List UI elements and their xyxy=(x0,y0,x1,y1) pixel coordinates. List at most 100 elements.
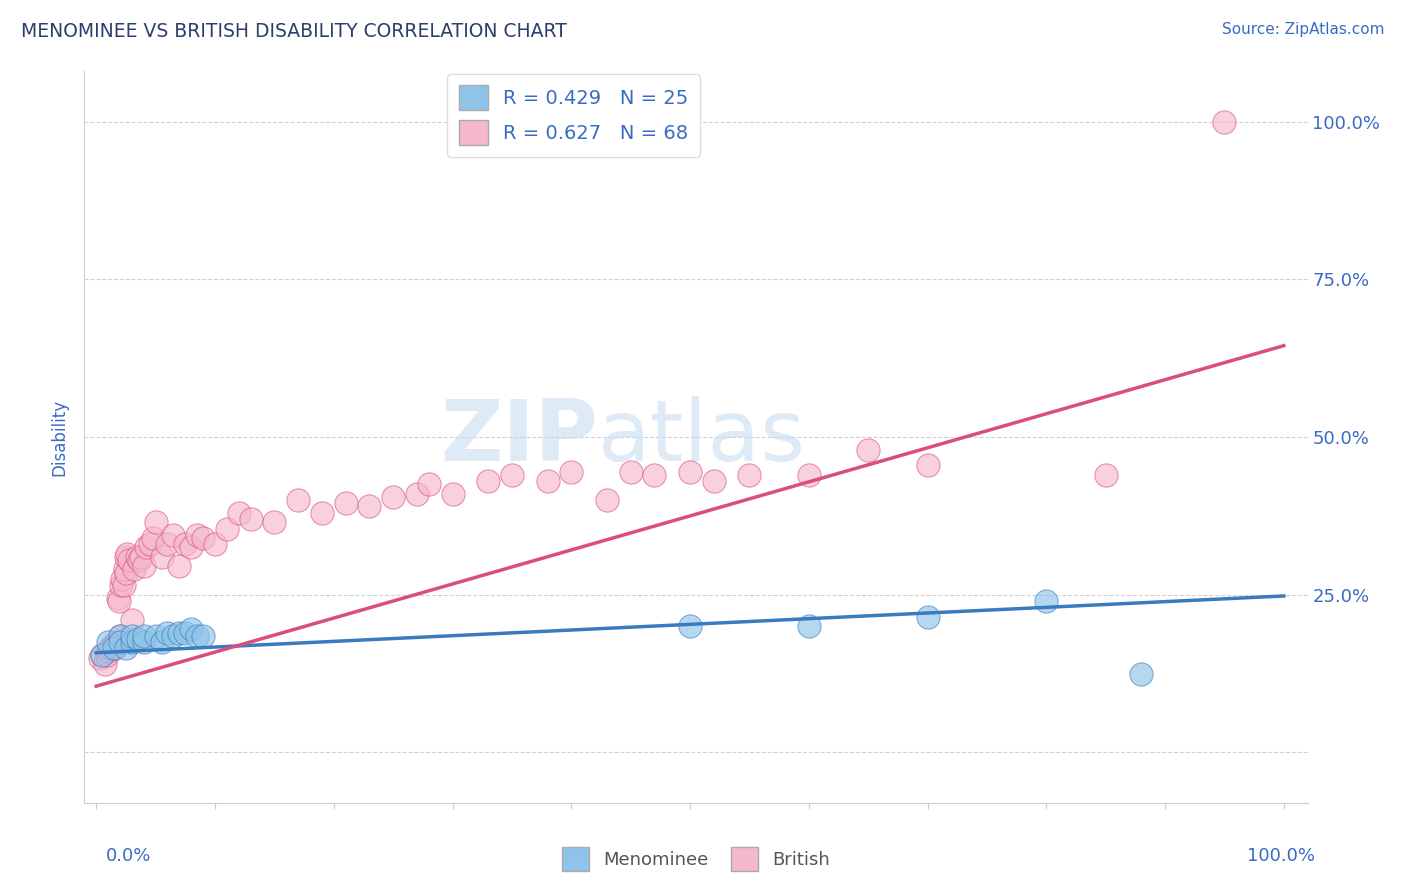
Point xyxy=(703,474,725,488)
Text: ZIP: ZIP xyxy=(440,395,598,479)
Point xyxy=(108,629,131,643)
Point xyxy=(917,609,939,624)
Point xyxy=(204,537,226,551)
Point xyxy=(169,559,191,574)
Point xyxy=(108,629,131,643)
Point xyxy=(132,629,155,643)
Point xyxy=(856,442,879,457)
Point xyxy=(150,635,173,649)
Point xyxy=(643,467,665,482)
Point xyxy=(108,635,131,649)
Point xyxy=(287,493,309,508)
Text: 0.0%: 0.0% xyxy=(105,847,150,865)
Point xyxy=(128,553,150,567)
Point xyxy=(917,458,939,473)
Point xyxy=(156,625,179,640)
Point xyxy=(127,632,149,646)
Legend: Menominee, British: Menominee, British xyxy=(555,840,837,878)
Point xyxy=(138,537,160,551)
Point xyxy=(97,644,120,658)
Point xyxy=(1130,666,1153,681)
Point xyxy=(108,635,131,649)
Point xyxy=(103,641,125,656)
Point xyxy=(679,465,702,479)
Point xyxy=(359,500,381,514)
Point xyxy=(115,549,138,564)
Point xyxy=(132,635,155,649)
Point xyxy=(145,515,167,529)
Point xyxy=(180,623,202,637)
Point xyxy=(406,487,429,501)
Point xyxy=(1213,115,1236,129)
Point xyxy=(118,553,141,567)
Text: atlas: atlas xyxy=(598,395,806,479)
Point xyxy=(91,648,114,662)
Point xyxy=(132,559,155,574)
Text: Source: ZipAtlas.com: Source: ZipAtlas.com xyxy=(1222,22,1385,37)
Point xyxy=(1094,467,1116,482)
Point xyxy=(111,572,134,586)
Point xyxy=(228,506,250,520)
Point xyxy=(107,594,129,608)
Point xyxy=(96,648,118,662)
Point xyxy=(89,650,111,665)
Point xyxy=(131,549,153,564)
Point xyxy=(191,531,214,545)
Point xyxy=(115,547,138,561)
Point xyxy=(135,541,157,555)
Point xyxy=(239,512,262,526)
Point xyxy=(186,629,208,643)
Point xyxy=(112,578,135,592)
Point xyxy=(125,549,148,564)
Point xyxy=(110,578,132,592)
Point xyxy=(93,657,115,671)
Text: MENOMINEE VS BRITISH DISABILITY CORRELATION CHART: MENOMINEE VS BRITISH DISABILITY CORRELAT… xyxy=(21,22,567,41)
Point xyxy=(1035,594,1057,608)
Point xyxy=(311,506,333,520)
Point xyxy=(215,521,238,535)
Point xyxy=(679,619,702,633)
Point xyxy=(501,467,523,482)
Point xyxy=(115,566,138,580)
Point xyxy=(103,638,125,652)
Point xyxy=(180,541,202,555)
Point xyxy=(121,635,143,649)
Point xyxy=(620,465,643,479)
Point xyxy=(263,515,285,529)
Point xyxy=(596,493,619,508)
Point xyxy=(107,591,129,605)
Point xyxy=(174,625,197,640)
Point xyxy=(441,487,464,501)
Point xyxy=(162,528,184,542)
Point xyxy=(115,641,138,656)
Point xyxy=(121,629,143,643)
Point xyxy=(418,477,440,491)
Point xyxy=(169,625,191,640)
Text: 100.0%: 100.0% xyxy=(1247,847,1315,865)
Point xyxy=(105,635,128,649)
Point xyxy=(150,549,173,564)
Point xyxy=(477,474,499,488)
Point xyxy=(97,635,120,649)
Point xyxy=(145,629,167,643)
Point xyxy=(186,528,208,542)
Point xyxy=(156,537,179,551)
Point xyxy=(121,613,143,627)
Point xyxy=(101,638,124,652)
Point xyxy=(104,641,127,656)
Point xyxy=(122,562,145,576)
Point xyxy=(560,465,582,479)
Point xyxy=(335,496,357,510)
Point xyxy=(91,648,114,662)
Point xyxy=(536,474,558,488)
Point xyxy=(162,629,184,643)
Point xyxy=(738,467,761,482)
Point xyxy=(100,641,122,656)
Point xyxy=(174,537,197,551)
Y-axis label: Disability: Disability xyxy=(51,399,69,475)
Point xyxy=(797,619,820,633)
Point xyxy=(114,562,136,576)
Point xyxy=(142,531,165,545)
Point xyxy=(191,629,214,643)
Point xyxy=(797,467,820,482)
